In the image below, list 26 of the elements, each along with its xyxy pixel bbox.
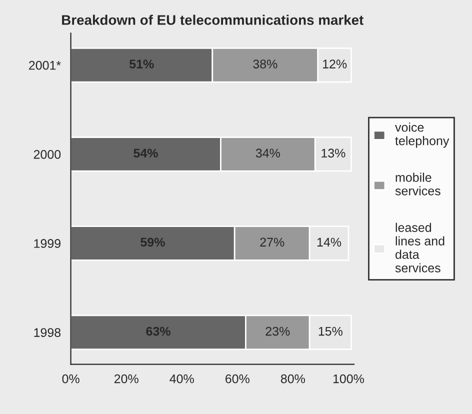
- chart-title: Breakdown of EU telecommunications market: [62, 14, 364, 25]
- data-label: 59%: [140, 238, 165, 247]
- legend-label: leased lines and data services: [395, 222, 444, 272]
- data-label: 12%: [323, 60, 347, 68]
- legend-label: mobile services: [395, 172, 440, 196]
- data-label: 23%: [266, 326, 290, 336]
- data-label: 13%: [322, 148, 346, 158]
- y-tick-label: 1999: [34, 239, 60, 248]
- y-tick-label: 1998: [34, 328, 61, 337]
- data-label: 54%: [134, 148, 158, 158]
- legend-label: voice telephony: [395, 122, 450, 148]
- data-label: 14%: [317, 238, 342, 247]
- x-tick-label: 20%: [114, 374, 138, 384]
- x-tick-label: 40%: [170, 374, 194, 384]
- data-label: 27%: [260, 238, 284, 247]
- y-tick-label: 2001*: [29, 60, 61, 70]
- y-tick-label: 2000: [34, 150, 61, 159]
- x-tick-label: 80%: [280, 374, 305, 384]
- data-label: 38%: [253, 60, 278, 68]
- x-tick-label: 0%: [62, 374, 80, 384]
- x-tick-label: 100%: [333, 374, 364, 384]
- data-label: 63%: [146, 326, 170, 336]
- x-tick-label: 60%: [226, 374, 250, 384]
- data-label: 15%: [318, 326, 342, 336]
- data-label: 51%: [129, 60, 154, 68]
- data-label: 34%: [256, 148, 280, 158]
